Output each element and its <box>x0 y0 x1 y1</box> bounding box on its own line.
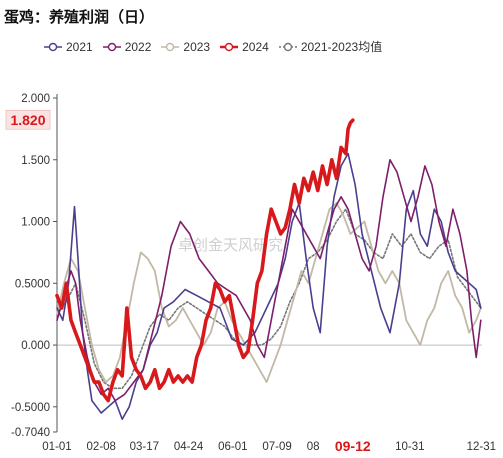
legend-item[interactable]: 2022 <box>102 38 152 55</box>
legend-item[interactable]: 2021 <box>44 38 93 55</box>
legend-swatch-icon <box>102 42 121 51</box>
legend-label: 2022 <box>124 39 152 54</box>
chart-legend: 2021 2022 2023 2024 2021-2023均值 <box>44 38 382 55</box>
x-tick-label: 06-01 <box>218 441 247 453</box>
y-tick-label: -0.5000 <box>11 402 50 414</box>
x-tick-label: 03-17 <box>130 441 159 453</box>
series-line-4 <box>56 208 482 390</box>
y-tick-label: 0.5000 <box>15 278 50 290</box>
x-tick-label: 10-31 <box>395 441 424 453</box>
series-line-3 <box>55 118 355 403</box>
legend-item[interactable]: 2023 <box>161 38 210 55</box>
legend-swatch-icon <box>220 42 239 51</box>
series-line-0 <box>56 152 482 421</box>
x-tick-label: 04-24 <box>174 441 204 453</box>
watermark: 卓创金天风研究 <box>178 236 283 254</box>
legend-label: 2023 <box>183 39 211 54</box>
legend-swatch-icon <box>161 42 180 51</box>
y-tick-label: 1.500 <box>21 155 50 167</box>
x-tick-label: 07-09 <box>262 441 291 453</box>
series-line-1 <box>56 159 482 402</box>
x-tick-label: 02-08 <box>87 441 116 453</box>
y-tick-label: 2.000 <box>21 93 50 105</box>
y-highlight-label: 1.820 <box>10 112 45 128</box>
legend-label: 2024 <box>242 39 269 54</box>
x-tick-label: 12-31 <box>467 441 496 453</box>
y-tick-label: -0.7040 <box>11 427 50 439</box>
x-tick-label: 01-01 <box>42 441 71 453</box>
legend-label: 2021 <box>66 39 93 54</box>
y-tick-label: 1.000 <box>21 217 50 229</box>
chart-title: 蛋鸡：养殖利润（日） <box>4 8 155 26</box>
x-tick-label: 08 <box>307 441 320 453</box>
y-tick-label: 0.000 <box>21 340 50 352</box>
legend-item[interactable]: 2024 <box>220 38 269 55</box>
x-highlight-label: 09-12 <box>335 438 371 454</box>
legend-swatch-icon <box>278 42 297 51</box>
legend-label: 2021-2023均值 <box>300 40 383 54</box>
legend-swatch-icon <box>44 42 62 51</box>
legend-item[interactable]: 2021-2023均值 <box>278 38 383 55</box>
y-highlight-box <box>5 109 51 130</box>
